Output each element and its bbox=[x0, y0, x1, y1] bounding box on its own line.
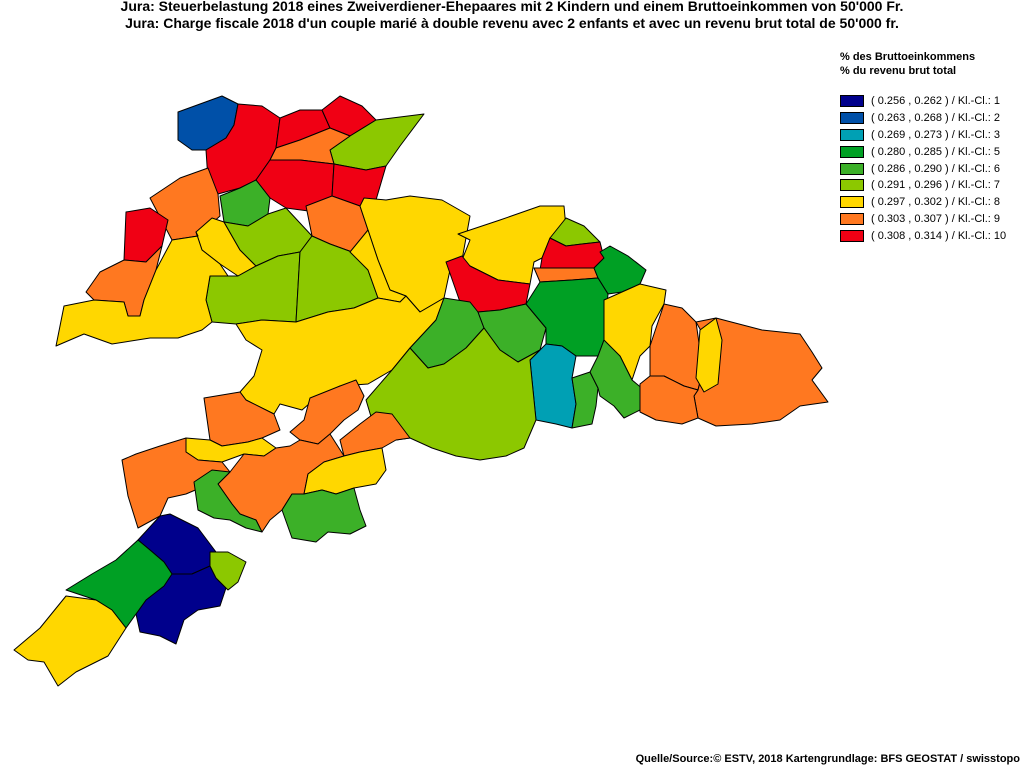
map-title-german: Jura: Steuerbelastung 2018 eines Zweiver… bbox=[120, 0, 904, 14]
legend-swatch bbox=[840, 95, 864, 108]
map-title-french: Jura: Charge fiscale 2018 d'un couple ma… bbox=[125, 15, 899, 31]
legend-row: ( 0.269 , 0.273 ) / Kl.-Cl.: 3 bbox=[840, 127, 1006, 144]
legend-label: ( 0.286 , 0.290 ) / Kl.-Cl.: 6 bbox=[871, 162, 1001, 175]
legend-row: ( 0.291 , 0.296 ) / Kl.-Cl.: 7 bbox=[840, 177, 1006, 194]
legend-row: ( 0.297 , 0.302 ) / Kl.-Cl.: 8 bbox=[840, 194, 1006, 211]
legend-list: ( 0.256 , 0.262 ) / Kl.-Cl.: 1 ( 0.263 ,… bbox=[840, 93, 1006, 244]
map-legend: % des Bruttoeinkommens % du revenu brut … bbox=[840, 50, 1006, 244]
map-region[interactable] bbox=[639, 375, 699, 425]
map-region[interactable] bbox=[589, 339, 645, 419]
legend-swatch bbox=[840, 112, 864, 125]
legend-label: ( 0.280 , 0.285 ) / Kl.-Cl.: 5 bbox=[871, 145, 1001, 158]
map-region[interactable] bbox=[693, 317, 829, 427]
legend-label: ( 0.308 , 0.314 ) / Kl.-Cl.: 10 bbox=[871, 229, 1007, 242]
map-region[interactable] bbox=[695, 317, 723, 393]
legend-swatch bbox=[840, 162, 864, 175]
source-credit: Quelle/Source:© ESTV, 2018 Kartengrundla… bbox=[635, 753, 1020, 765]
legend-row: ( 0.308 , 0.314 ) / Kl.-Cl.: 10 bbox=[840, 227, 1006, 244]
legend-swatch bbox=[840, 128, 864, 141]
map-region[interactable] bbox=[529, 343, 577, 429]
legend-label: ( 0.256 , 0.262 ) / Kl.-Cl.: 1 bbox=[871, 95, 1001, 108]
legend-label: ( 0.297 , 0.302 ) / Kl.-Cl.: 8 bbox=[871, 196, 1001, 209]
legend-row: ( 0.263 , 0.268 ) / Kl.-Cl.: 2 bbox=[840, 110, 1006, 127]
legend-label: ( 0.263 , 0.268 ) / Kl.-Cl.: 2 bbox=[871, 112, 1001, 125]
legend-swatch bbox=[840, 196, 864, 209]
legend-swatch bbox=[840, 212, 864, 225]
legend-heading-french: % du revenu brut total bbox=[840, 65, 957, 77]
map-region[interactable] bbox=[209, 551, 247, 591]
map-region[interactable] bbox=[281, 487, 367, 543]
legend-label: ( 0.303 , 0.307 ) / Kl.-Cl.: 9 bbox=[871, 212, 1001, 225]
legend-swatch bbox=[840, 229, 864, 242]
map-region[interactable] bbox=[193, 469, 263, 533]
map-region[interactable] bbox=[123, 207, 169, 263]
legend-swatch bbox=[840, 145, 864, 158]
map-region[interactable] bbox=[289, 379, 365, 445]
legend-row: ( 0.280 , 0.285 ) / Kl.-Cl.: 5 bbox=[840, 143, 1006, 160]
legend-row: ( 0.256 , 0.262 ) / Kl.-Cl.: 1 bbox=[840, 93, 1006, 110]
legend-label: ( 0.269 , 0.273 ) / Kl.-Cl.: 3 bbox=[871, 128, 1001, 141]
map-region[interactable] bbox=[55, 231, 229, 347]
map-region[interactable] bbox=[13, 595, 127, 687]
legend-swatch bbox=[840, 179, 864, 192]
legend-row: ( 0.286 , 0.290 ) / Kl.-Cl.: 6 bbox=[840, 160, 1006, 177]
legend-label: ( 0.291 , 0.296 ) / Kl.-Cl.: 7 bbox=[871, 179, 1001, 192]
legend-heading-german: % des Bruttoeinkommens bbox=[840, 51, 976, 63]
legend-row: ( 0.303 , 0.307 ) / Kl.-Cl.: 9 bbox=[840, 211, 1006, 228]
